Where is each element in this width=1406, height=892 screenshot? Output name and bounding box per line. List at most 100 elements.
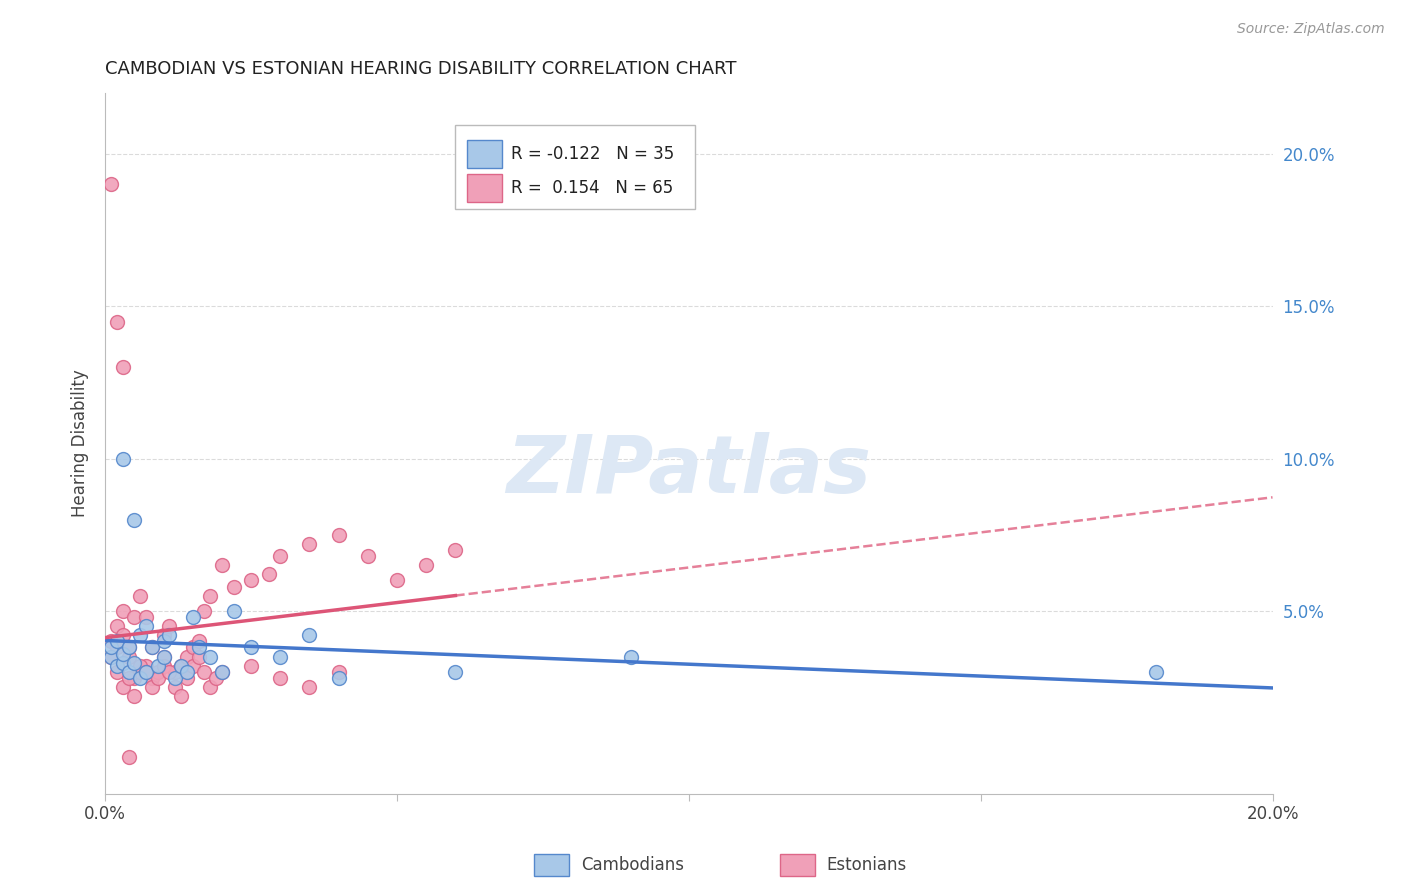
Text: ZIPatlas: ZIPatlas <box>506 433 872 510</box>
Point <box>105 634 128 648</box>
Point <box>111 360 134 375</box>
Point <box>269 549 291 563</box>
Point <box>240 658 263 673</box>
Point <box>176 671 198 685</box>
Point <box>200 589 222 603</box>
Point <box>193 604 215 618</box>
Point <box>200 649 222 664</box>
Point <box>165 671 187 685</box>
Text: Estonians: Estonians <box>827 856 907 874</box>
Point <box>152 649 174 664</box>
Point <box>181 640 204 655</box>
Point <box>298 680 321 694</box>
Point <box>111 628 134 642</box>
Point <box>187 640 209 655</box>
Point <box>415 558 437 573</box>
Point <box>298 537 321 551</box>
Point <box>117 640 139 655</box>
Point <box>157 665 180 679</box>
Point <box>135 658 157 673</box>
Point <box>181 658 204 673</box>
Bar <box>467 140 502 168</box>
Point <box>211 558 233 573</box>
Point <box>357 549 380 563</box>
Point <box>105 665 128 679</box>
Point <box>129 628 152 642</box>
Text: R =  0.154   N = 65: R = 0.154 N = 65 <box>512 178 673 196</box>
Point <box>117 665 139 679</box>
Bar <box>467 174 502 202</box>
Point <box>211 665 233 679</box>
Point <box>129 671 152 685</box>
Point <box>135 665 157 679</box>
Point <box>240 574 263 588</box>
Point <box>135 665 157 679</box>
Y-axis label: Hearing Disability: Hearing Disability <box>72 369 89 517</box>
Point <box>298 628 321 642</box>
Point <box>176 649 198 664</box>
Text: Source: ZipAtlas.com: Source: ZipAtlas.com <box>1237 22 1385 37</box>
Point <box>111 656 134 670</box>
Point <box>117 750 139 764</box>
Point <box>176 665 198 679</box>
Point <box>117 649 139 664</box>
Point <box>269 671 291 685</box>
Point <box>152 658 174 673</box>
Point <box>105 658 128 673</box>
Point <box>328 527 350 541</box>
Point <box>165 665 187 679</box>
Point <box>619 649 641 664</box>
Point <box>100 649 122 664</box>
Text: CAMBODIAN VS ESTONIAN HEARING DISABILITY CORRELATION CHART: CAMBODIAN VS ESTONIAN HEARING DISABILITY… <box>105 60 737 78</box>
Point <box>129 665 152 679</box>
Point <box>328 665 350 679</box>
FancyBboxPatch shape <box>456 125 695 209</box>
Point <box>129 589 152 603</box>
Point <box>141 640 163 655</box>
Point <box>328 671 350 685</box>
Point <box>1144 665 1167 679</box>
Point <box>100 640 122 655</box>
Point <box>129 658 152 673</box>
Point <box>111 604 134 618</box>
Point <box>444 665 467 679</box>
Point <box>135 619 157 633</box>
Point <box>385 574 408 588</box>
Point <box>117 671 139 685</box>
Point <box>100 178 122 192</box>
Point <box>257 567 280 582</box>
Point <box>105 619 128 633</box>
Text: Cambodians: Cambodians <box>581 856 683 874</box>
Point <box>141 640 163 655</box>
Point <box>111 647 134 661</box>
Point <box>124 512 146 526</box>
Point <box>157 619 180 633</box>
Point <box>444 543 467 558</box>
Point <box>170 658 193 673</box>
Point <box>240 640 263 655</box>
Point <box>211 665 233 679</box>
Point <box>157 628 180 642</box>
Point <box>222 604 245 618</box>
Point <box>170 689 193 703</box>
Point <box>193 665 215 679</box>
Text: R = -0.122   N = 35: R = -0.122 N = 35 <box>512 145 675 163</box>
Point <box>124 671 146 685</box>
Point <box>105 640 128 655</box>
Point <box>105 314 128 328</box>
Point <box>269 649 291 664</box>
Point <box>146 658 169 673</box>
Point <box>111 680 134 694</box>
Point <box>170 658 193 673</box>
Point <box>135 610 157 624</box>
Point <box>222 580 245 594</box>
Point <box>200 680 222 694</box>
Point <box>117 640 139 655</box>
Point <box>146 665 169 679</box>
Point <box>187 649 209 664</box>
Point <box>152 649 174 664</box>
Point <box>187 634 209 648</box>
Point <box>152 628 174 642</box>
Point <box>124 689 146 703</box>
Point <box>124 656 146 670</box>
